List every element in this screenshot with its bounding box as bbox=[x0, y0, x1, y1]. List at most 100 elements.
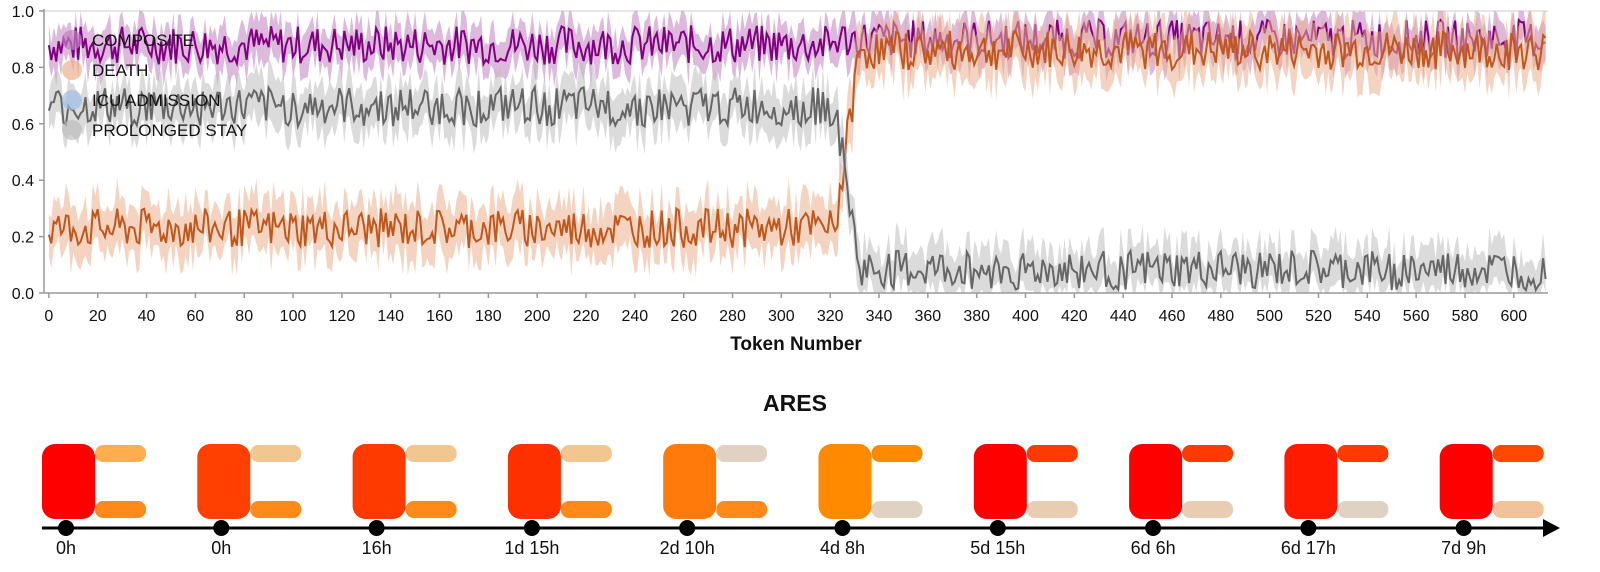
ares-event: 0h bbox=[42, 444, 146, 558]
ares-main-block bbox=[818, 444, 872, 519]
ares-bottom-bar bbox=[1026, 501, 1078, 518]
timeline-marker bbox=[834, 520, 851, 536]
timeline-time-label: 1d 15h bbox=[504, 538, 559, 558]
x-tick-label: 580 bbox=[1452, 308, 1479, 325]
ares-event: 5d 15h bbox=[970, 444, 1078, 558]
x-tick-label: 560 bbox=[1403, 308, 1430, 325]
ares-event: 4d 8h bbox=[818, 444, 923, 558]
x-tick-label: 180 bbox=[475, 308, 502, 325]
legend-swatch bbox=[62, 120, 82, 140]
x-tick-label: 460 bbox=[1159, 308, 1186, 325]
x-tick-label: 540 bbox=[1354, 308, 1381, 325]
timeline-time-label: 16h bbox=[362, 538, 392, 558]
x-tick-label: 520 bbox=[1305, 308, 1332, 325]
series-layer bbox=[47, 11, 1547, 293]
death-band bbox=[48, 11, 1546, 277]
ares-main-block bbox=[663, 444, 717, 519]
x-tick-label: 300 bbox=[768, 308, 795, 325]
y-tick-label: 0.0 bbox=[12, 286, 34, 303]
x-tick-label: 420 bbox=[1061, 308, 1088, 325]
x-tick-label: 320 bbox=[817, 308, 844, 325]
ares-top-bar bbox=[871, 445, 923, 462]
timeline-time-label: 2d 10h bbox=[660, 538, 715, 558]
ares-event: 7d 9h bbox=[1439, 444, 1544, 558]
timeline-marker bbox=[1145, 520, 1162, 536]
ares-event: 6d 17h bbox=[1281, 444, 1389, 558]
x-tick-label: 400 bbox=[1012, 308, 1039, 325]
x-tick-label: 440 bbox=[1110, 308, 1137, 325]
ares-bottom-bar bbox=[250, 501, 302, 518]
ares-top-bar bbox=[1337, 445, 1389, 462]
token-probability-chart: 0.0 0.2 0.4 0.6 0.8 1.0 0 20 40 60 80 100 120 140 160 1… bbox=[12, 4, 1548, 355]
ares-event: 2d 10h bbox=[660, 444, 768, 558]
x-tick-label: 280 bbox=[719, 308, 746, 325]
timeline-time-label: 4d 8h bbox=[820, 538, 865, 558]
timeline-marker bbox=[523, 520, 540, 536]
ares-event: 0h bbox=[197, 444, 302, 558]
ares-bottom-bar bbox=[1337, 501, 1389, 518]
ares-top-bar bbox=[405, 445, 457, 462]
ares-main-block bbox=[197, 444, 251, 519]
ares-top-bar bbox=[560, 445, 612, 462]
legend-label: ICU ADMISSION bbox=[92, 91, 220, 110]
y-tick-label: 0.8 bbox=[12, 60, 34, 77]
x-tick-label: 60 bbox=[186, 308, 204, 325]
timeline-marker bbox=[213, 520, 230, 536]
x-tick-label: 340 bbox=[866, 308, 893, 325]
legend-label: COMPOSITE bbox=[92, 31, 194, 50]
x-tick-label: 200 bbox=[524, 308, 551, 325]
x-tick-label: 480 bbox=[1207, 308, 1234, 325]
ares-bottom-bar bbox=[871, 501, 923, 518]
ares-top-bar bbox=[716, 445, 768, 462]
prolonged-stay-band bbox=[48, 59, 1546, 293]
ares-top-bar bbox=[95, 445, 146, 462]
x-axis-title: Token Number bbox=[730, 334, 862, 355]
ares-main-block bbox=[1129, 444, 1183, 519]
y-tick-label: 0.2 bbox=[12, 230, 34, 247]
x-tick-label: 0 bbox=[44, 308, 53, 325]
ares-bottom-bar bbox=[1492, 501, 1544, 518]
timeline-title: ARES bbox=[763, 390, 827, 416]
ares-top-bar bbox=[1182, 445, 1234, 462]
timeline-marker bbox=[989, 520, 1006, 536]
death-line bbox=[47, 28, 1547, 251]
timeline-marker bbox=[368, 520, 385, 536]
timeline-marker bbox=[679, 520, 696, 536]
x-tick-label: 600 bbox=[1500, 308, 1527, 325]
timeline-time-label: 5d 15h bbox=[970, 538, 1025, 558]
x-tick-label: 40 bbox=[138, 308, 156, 325]
prolonged-stay-line bbox=[47, 83, 1547, 293]
x-tick-label: 360 bbox=[914, 308, 941, 325]
legend-label: PROLONGED STAY bbox=[92, 121, 247, 140]
ares-bottom-bar bbox=[560, 501, 612, 518]
ares-event: 6d 6h bbox=[1129, 444, 1234, 558]
x-tick-label: 80 bbox=[235, 308, 253, 325]
timeline-time-label: 0h bbox=[211, 538, 231, 558]
x-tick-label: 140 bbox=[377, 308, 404, 325]
ares-event: 16h bbox=[352, 444, 457, 558]
timeline-time-label: 6d 17h bbox=[1281, 538, 1336, 558]
timeline-time-label: 0h bbox=[56, 538, 76, 558]
ares-top-bar bbox=[1026, 445, 1078, 462]
timeline-arrowhead bbox=[1543, 519, 1560, 537]
ares-bottom-bar bbox=[95, 501, 146, 518]
ares-timeline: ARES 0h 0h 16h 1d 15h 2d 10h 4d 8h 5d 15h 6d 6h 6… bbox=[42, 390, 1560, 558]
ares-main-block bbox=[1284, 444, 1338, 519]
x-tick-label: 100 bbox=[280, 308, 307, 325]
timeline-time-label: 6d 6h bbox=[1131, 538, 1176, 558]
ares-top-bar bbox=[1492, 445, 1544, 462]
ares-main-block bbox=[1439, 444, 1493, 519]
x-tick-label: 380 bbox=[963, 308, 990, 325]
ares-event: 1d 15h bbox=[504, 444, 612, 558]
ares-bottom-bar bbox=[716, 501, 768, 518]
legend-swatch bbox=[62, 30, 82, 50]
legend-label: DEATH bbox=[92, 61, 148, 80]
timeline-marker bbox=[1455, 520, 1472, 536]
legend-swatch bbox=[62, 90, 82, 110]
legend: COMPOSITE DEATH ICU ADMISSION PROLONGED STA… bbox=[62, 30, 247, 140]
x-tick-label: 220 bbox=[573, 308, 600, 325]
legend-swatch bbox=[62, 60, 82, 80]
ares-main-block bbox=[973, 444, 1027, 519]
x-tick-label: 500 bbox=[1256, 308, 1283, 325]
ares-main-block bbox=[352, 444, 406, 519]
